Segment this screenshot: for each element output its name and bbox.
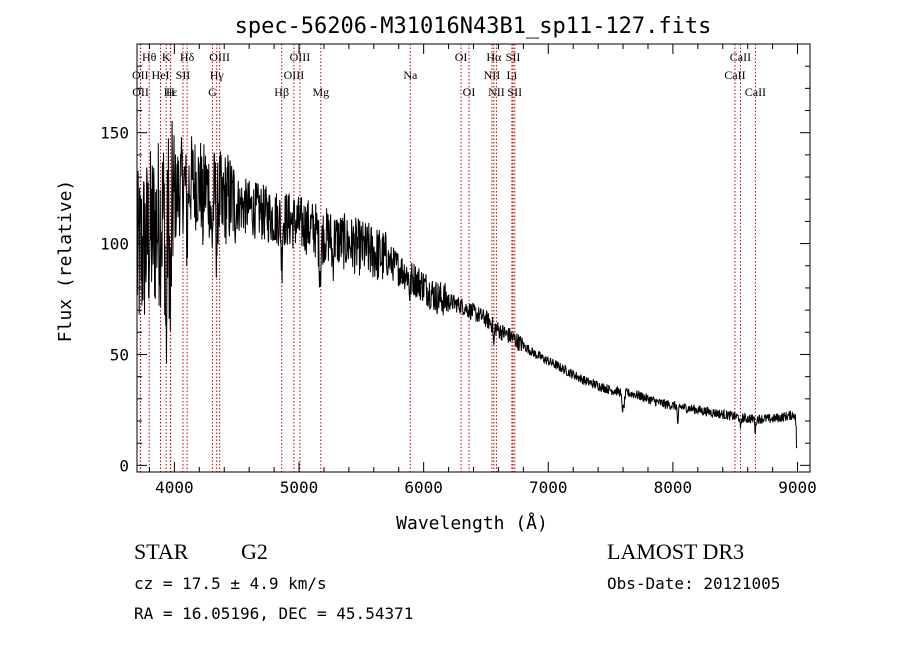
line-label: Mg (312, 85, 329, 99)
line-label: CaII (730, 50, 751, 64)
survey-name: LAMOST DR3 (607, 539, 744, 564)
line-label: Hθ (142, 50, 157, 64)
plot-frame (136, 43, 811, 473)
y-tick-label: 100 (100, 235, 129, 254)
line-label: H (166, 85, 175, 99)
line-label: G (208, 85, 217, 99)
obs-date: Obs-Date: 20121005 (607, 574, 780, 593)
line-label: NII (484, 68, 501, 82)
line-label: SII (507, 85, 522, 99)
chart-title: spec-56206-M31016N43B1_sp11-127.fits (235, 14, 712, 39)
line-label: Hδ (180, 50, 195, 64)
line-label: HeI (152, 68, 170, 82)
line-label: K (162, 50, 171, 64)
line-label: OII (132, 85, 149, 99)
x-tick-label: 9000 (778, 478, 817, 497)
line-label: OIII (284, 68, 305, 82)
x-tick-label: 7000 (529, 478, 568, 497)
y-tick-label: 0 (119, 456, 129, 475)
line-label: Hα (486, 50, 502, 64)
line-label: OIII (209, 50, 230, 64)
line-label: Hγ (210, 68, 225, 82)
coordinates-text: RA = 16.05196, DEC = 45.54371 (134, 604, 413, 623)
spectral-line-markers (139, 44, 756, 472)
line-label: Hβ (274, 85, 289, 99)
x-tick-label: 4000 (155, 478, 194, 497)
line-label: SII (176, 68, 191, 82)
line-label: Na (403, 68, 418, 82)
y-axis-label: Flux (relative) (55, 180, 76, 343)
line-label: CaII (724, 68, 745, 82)
x-tick-label: 6000 (404, 478, 443, 497)
line-label: SII (506, 50, 521, 64)
redshift-text: cz = 17.5 ± 4.9 km/s (134, 574, 327, 593)
line-label: NII (488, 85, 505, 99)
star-class: STAR (134, 539, 189, 564)
x-tick-label: 5000 (280, 478, 319, 497)
line-label: CaII (745, 85, 766, 99)
x-axis-ticks: 4000 5000 6000 7000 8000 9000 (148, 44, 817, 497)
y-tick-label: 150 (100, 124, 129, 143)
x-axis-label: Wavelength (Å) (396, 512, 548, 534)
star-subclass: G2 (241, 539, 268, 564)
spectrum-line (136, 120, 798, 449)
y-axis-ticks: 0 50 100 150 (100, 65, 810, 475)
line-label: OI (463, 85, 476, 99)
line-label: Li (507, 68, 518, 82)
x-tick-label: 8000 (654, 478, 693, 497)
line-label: OIII (290, 50, 311, 64)
line-label: OI (455, 50, 468, 64)
line-label: OII (132, 68, 149, 82)
line-label: Hε (164, 85, 178, 99)
y-tick-label: 50 (110, 345, 129, 364)
